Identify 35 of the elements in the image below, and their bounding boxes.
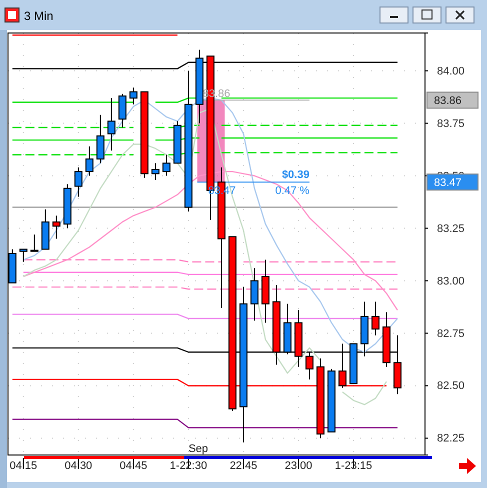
x-tick-label: 22:45: [230, 460, 258, 472]
line-series: [22, 97, 398, 353]
candlestick: [151, 162, 160, 180]
y-tick-label: 83.25: [437, 222, 465, 235]
y-tick-label: 83.00: [437, 275, 465, 288]
x-tick-label: 1-23:15: [334, 460, 372, 472]
x-tick-label: 04:30: [64, 460, 92, 472]
x-tick-label: 1-22:30: [170, 460, 208, 472]
candlestick: [371, 301, 380, 336]
candlestick: [85, 146, 94, 176]
y-tick-label: 82.50: [437, 380, 465, 392]
y-tick-label: 83.75: [437, 118, 465, 130]
candlestick: [250, 268, 258, 322]
annotation: Sep: [188, 443, 208, 455]
y-tick-label: 84.00: [437, 65, 465, 78]
x-tick-label: 04:45: [120, 460, 148, 472]
x-tick-label: 04:15: [10, 460, 38, 472]
candlestick: [74, 166, 82, 198]
text: 83.47: [434, 177, 462, 190]
text: 83.86: [434, 95, 462, 108]
candlestick: [19, 248, 28, 262]
candlestick: [107, 98, 116, 152]
line-series: [22, 170, 398, 311]
chart-title: 3 Min: [24, 9, 54, 23]
candlestick: [96, 114, 104, 164]
annotation: $0.39: [282, 169, 310, 182]
candlestick: [162, 154, 170, 176]
candlestick: [118, 93, 126, 128]
y-tick-label: 82.75: [437, 328, 465, 340]
annotation: 0.47 %: [275, 185, 310, 198]
y-tick-label: 82.25: [437, 432, 465, 445]
candlestick: [129, 87, 138, 105]
candlestick: [30, 234, 38, 252]
x-tick-label: 23:00: [284, 460, 312, 472]
candlestick: [52, 215, 60, 240]
